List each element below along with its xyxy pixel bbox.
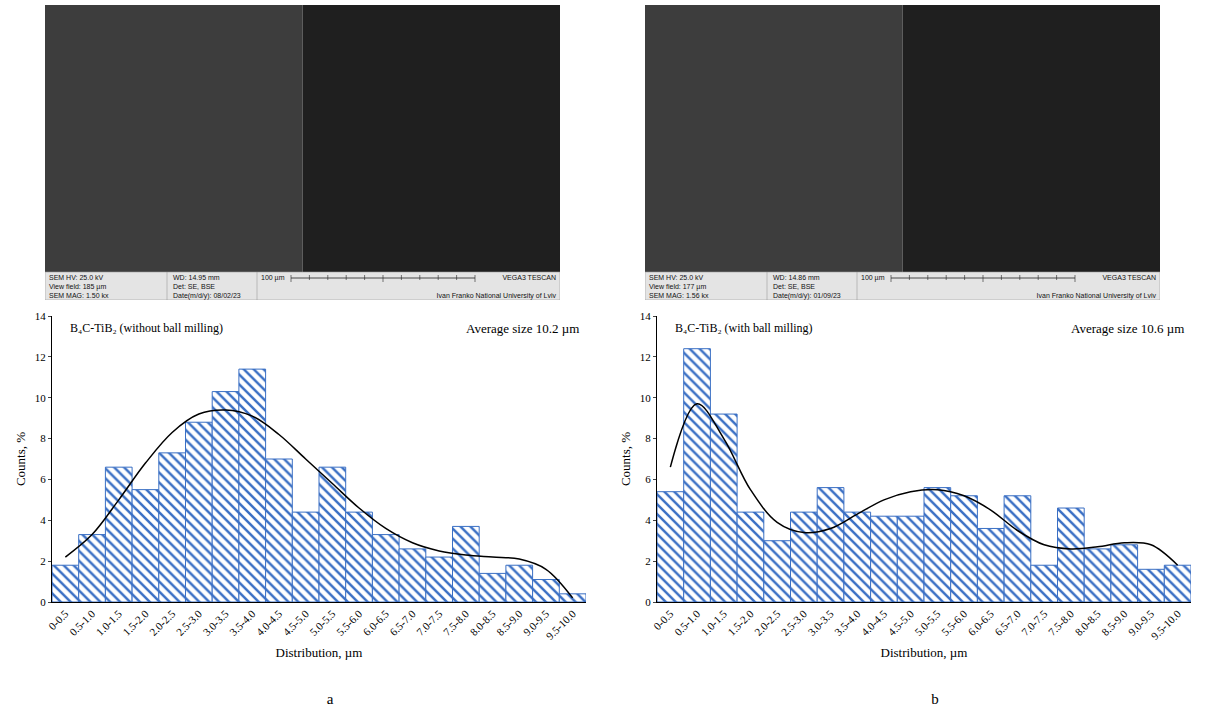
svg-text:8.5-9.0: 8.5-9.0 bbox=[494, 607, 525, 638]
svg-text:9.5-10.0: 9.5-10.0 bbox=[544, 607, 579, 642]
svg-text:4.0-4.5: 4.0-4.5 bbox=[254, 607, 285, 638]
svg-text:B₄C-TiB₂ (without ball milling: B₄C-TiB₂ (without ball milling) bbox=[70, 321, 223, 335]
svg-text:0-0.5: 0-0.5 bbox=[651, 607, 676, 632]
svg-text:VEGA3 TESCAN: VEGA3 TESCAN bbox=[502, 274, 556, 281]
svg-text:Date(m/d/y): 01/09/23: Date(m/d/y): 01/09/23 bbox=[773, 292, 841, 300]
svg-text:5.5-6.0: 5.5-6.0 bbox=[939, 607, 970, 638]
svg-text:1.5-2.0: 1.5-2.0 bbox=[120, 607, 151, 638]
svg-text:B₄C-TiB₂ (with ball milling): B₄C-TiB₂ (with ball milling) bbox=[675, 321, 813, 335]
svg-text:View field: 185 µm: View field: 185 µm bbox=[49, 283, 106, 291]
svg-text:3.0-3.5: 3.0-3.5 bbox=[805, 607, 836, 638]
svg-text:Distribution, µm: Distribution, µm bbox=[276, 645, 363, 660]
svg-text:4: 4 bbox=[645, 514, 651, 526]
svg-text:Distribution, µm: Distribution, µm bbox=[881, 645, 968, 660]
svg-text:WD: 14.95 mm: WD: 14.95 mm bbox=[173, 274, 220, 281]
html-text:b: b bbox=[931, 691, 939, 707]
svg-text:6.5-7.0: 6.5-7.0 bbox=[387, 607, 418, 638]
svg-text:8.0-8.5: 8.0-8.5 bbox=[1072, 607, 1103, 638]
svg-text:2.5-3.0: 2.5-3.0 bbox=[174, 607, 205, 638]
svg-text:12: 12 bbox=[35, 351, 46, 363]
svg-text:7.5-8.0: 7.5-8.0 bbox=[1046, 607, 1077, 638]
svg-text:10: 10 bbox=[35, 392, 47, 404]
svg-text:0.5-1.0: 0.5-1.0 bbox=[672, 607, 703, 638]
svg-text:4.0-4.5: 4.0-4.5 bbox=[859, 607, 890, 638]
svg-text:Average size 10.2 µm: Average size 10.2 µm bbox=[466, 321, 579, 336]
svg-text:9.0-9.5: 9.0-9.5 bbox=[521, 607, 552, 638]
svg-text:1.5-2.0: 1.5-2.0 bbox=[725, 607, 756, 638]
svg-text:SEM MAG: 1.56 kx: SEM MAG: 1.56 kx bbox=[649, 292, 709, 299]
svg-text:View field: 177 µm: View field: 177 µm bbox=[649, 283, 706, 291]
svg-text:0: 0 bbox=[40, 596, 46, 608]
svg-text:Ivan Franko National Universit: Ivan Franko National University of Lviv bbox=[437, 292, 557, 300]
svg-text:8.0-8.5: 8.0-8.5 bbox=[467, 607, 498, 638]
svg-text:WD: 14.86 mm: WD: 14.86 mm bbox=[773, 274, 820, 281]
svg-text:2: 2 bbox=[645, 555, 651, 567]
svg-text:8.5-9.0: 8.5-9.0 bbox=[1099, 607, 1130, 638]
svg-text:Counts, %: Counts, % bbox=[618, 432, 633, 486]
svg-text:6: 6 bbox=[40, 473, 46, 485]
svg-text:2: 2 bbox=[40, 555, 46, 567]
svg-text:6.0-6.5: 6.0-6.5 bbox=[361, 607, 392, 638]
svg-text:7.5-8.0: 7.5-8.0 bbox=[441, 607, 472, 638]
svg-text:5.0-5.5: 5.0-5.5 bbox=[307, 607, 338, 638]
svg-text:100 µm: 100 µm bbox=[861, 274, 885, 282]
svg-text:4.5-5.0: 4.5-5.0 bbox=[280, 607, 311, 638]
svg-text:4: 4 bbox=[40, 514, 46, 526]
svg-text:7.0-7.5: 7.0-7.5 bbox=[414, 607, 445, 638]
svg-text:2.5-3.0: 2.5-3.0 bbox=[779, 607, 810, 638]
html-text:a: a bbox=[326, 691, 334, 707]
svg-text:5.5-6.0: 5.5-6.0 bbox=[334, 607, 365, 638]
svg-text:8: 8 bbox=[40, 432, 46, 444]
svg-text:3.5-4.0: 3.5-4.0 bbox=[227, 607, 258, 638]
svg-text:Average size 10.6 µm: Average size 10.6 µm bbox=[1071, 321, 1184, 336]
svg-text:0: 0 bbox=[645, 596, 651, 608]
svg-text:6: 6 bbox=[645, 473, 651, 485]
svg-text:2.0-2.5: 2.0-2.5 bbox=[147, 607, 178, 638]
svg-text:VEGA3 TESCAN: VEGA3 TESCAN bbox=[1102, 274, 1156, 281]
svg-text:12: 12 bbox=[640, 351, 651, 363]
svg-text:Det: SE, BSE: Det: SE, BSE bbox=[173, 283, 215, 290]
svg-text:Counts, %: Counts, % bbox=[13, 432, 28, 486]
svg-text:Date(m/d/y): 08/02/23: Date(m/d/y): 08/02/23 bbox=[173, 292, 241, 300]
svg-text:10: 10 bbox=[640, 392, 652, 404]
svg-text:6.5-7.0: 6.5-7.0 bbox=[992, 607, 1023, 638]
svg-text:Det: SE, BSE: Det: SE, BSE bbox=[773, 283, 815, 290]
svg-text:0.5-1.0: 0.5-1.0 bbox=[67, 607, 98, 638]
svg-text:2.0-2.5: 2.0-2.5 bbox=[752, 607, 783, 638]
svg-text:9.0-9.5: 9.0-9.5 bbox=[1126, 607, 1157, 638]
svg-text:3.5-4.0: 3.5-4.0 bbox=[832, 607, 863, 638]
svg-text:100 µm: 100 µm bbox=[261, 274, 285, 282]
svg-text:SEM HV: 25.0 kV: SEM HV: 25.0 kV bbox=[649, 274, 704, 281]
svg-text:4.5-5.0: 4.5-5.0 bbox=[885, 607, 916, 638]
svg-text:3.0-3.5: 3.0-3.5 bbox=[200, 607, 231, 638]
svg-text:8: 8 bbox=[645, 432, 651, 444]
svg-text:5.0-5.5: 5.0-5.5 bbox=[912, 607, 943, 638]
svg-text:SEM MAG: 1.50 kx: SEM MAG: 1.50 kx bbox=[49, 292, 109, 299]
svg-text:SEM HV: 25.0 kV: SEM HV: 25.0 kV bbox=[49, 274, 104, 281]
svg-text:14: 14 bbox=[640, 310, 652, 322]
svg-text:1.0-1.5: 1.0-1.5 bbox=[699, 607, 730, 638]
svg-text:0-0.5: 0-0.5 bbox=[46, 607, 71, 632]
svg-text:Ivan Franko National Universit: Ivan Franko National University of Lviv bbox=[1037, 292, 1157, 300]
svg-text:1.0-1.5: 1.0-1.5 bbox=[94, 607, 125, 638]
svg-text:7.0-7.5: 7.0-7.5 bbox=[1019, 607, 1050, 638]
svg-text:14: 14 bbox=[35, 310, 47, 322]
svg-text:9.5-10.0: 9.5-10.0 bbox=[1149, 607, 1184, 642]
svg-text:6.0-6.5: 6.0-6.5 bbox=[966, 607, 997, 638]
